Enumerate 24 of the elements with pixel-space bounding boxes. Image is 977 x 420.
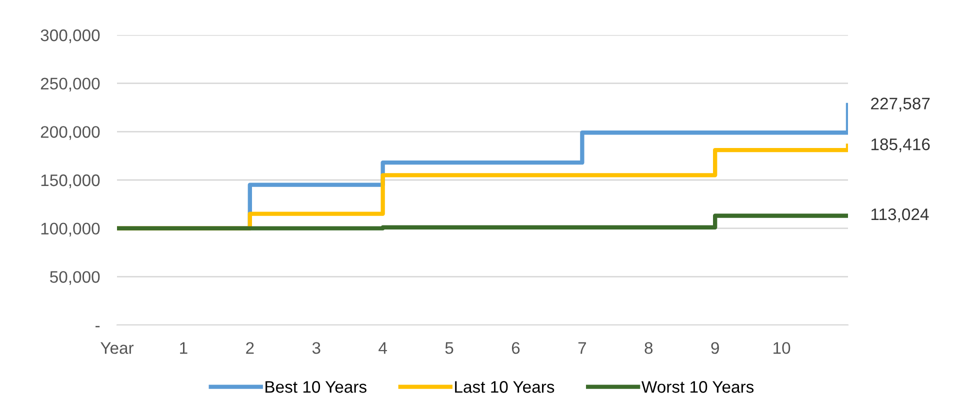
x-tick-label: 7 — [578, 342, 586, 354]
data-label: 227,587 — [871, 98, 930, 112]
x-tick-label: 9 — [711, 342, 719, 354]
x-tick-label: 8 — [644, 342, 653, 354]
x-tick-label: 4 — [378, 342, 387, 354]
x-tick-label: 3 — [312, 342, 320, 354]
y-tick-label: 150,000 — [41, 174, 100, 188]
x-tick-label: 5 — [445, 342, 454, 354]
y-tick-label: 50,000 — [50, 271, 100, 285]
y-tick-label: 250,000 — [40, 78, 100, 92]
x-tick-label: 10 — [774, 342, 790, 354]
y-tick-label: - — [96, 326, 100, 328]
y-tick-label: 300,000 — [40, 29, 100, 44]
y-tick-label: 100,000 — [41, 222, 100, 237]
x-tick-label: Year — [100, 342, 134, 354]
data-label: 185,416 — [871, 138, 930, 152]
legend-label: Best 10 Years — [266, 381, 366, 393]
y-tick-label: 200,000 — [40, 126, 100, 140]
data-label: 113,024 — [871, 208, 929, 222]
legend-label: Worst 10 Years — [641, 381, 754, 393]
x-tick-label: 2 — [246, 342, 254, 354]
legend-label: Last 10 Years — [455, 381, 554, 393]
x-tick-label: 1 — [180, 342, 188, 354]
x-tick-label: 6 — [512, 342, 520, 354]
